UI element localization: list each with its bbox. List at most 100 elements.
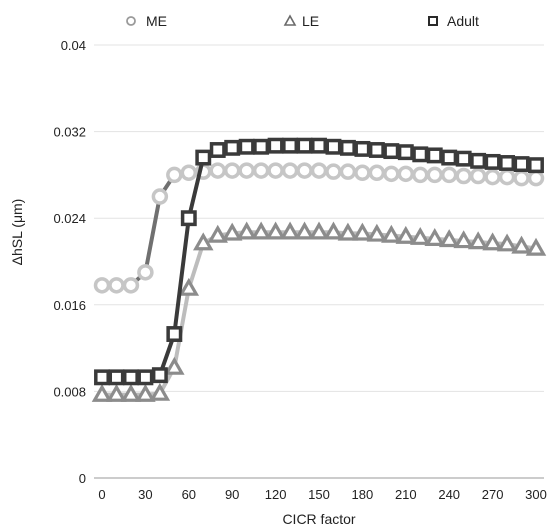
x-tick-label: 30 bbox=[138, 487, 152, 502]
data-point-le bbox=[366, 223, 388, 242]
data-point-me bbox=[426, 166, 443, 184]
legend-square-icon bbox=[428, 16, 438, 26]
data-point-me bbox=[484, 168, 501, 186]
data-point-adult bbox=[151, 367, 168, 384]
data-point-me bbox=[455, 167, 472, 185]
series-line-adult bbox=[102, 143, 537, 380]
data-point-le bbox=[91, 383, 113, 402]
data-point-le bbox=[308, 221, 330, 240]
x-tick-label: 90 bbox=[225, 487, 239, 502]
y-tick-label: 0.024 bbox=[53, 211, 86, 226]
data-point-le bbox=[482, 232, 503, 251]
data-point-le bbox=[511, 235, 532, 254]
x-tick-label: 180 bbox=[352, 487, 374, 502]
y-tick-label: 0 bbox=[79, 471, 86, 486]
data-point-le bbox=[438, 229, 460, 248]
data-point-me bbox=[209, 162, 226, 179]
data-point-adult bbox=[339, 139, 356, 156]
y-tick-label: 0.016 bbox=[53, 298, 86, 313]
data-point-me bbox=[93, 277, 111, 294]
data-point-me bbox=[137, 264, 154, 281]
x-tick-label: 210 bbox=[395, 487, 417, 502]
data-point-me bbox=[368, 164, 386, 181]
data-point-adult bbox=[296, 137, 313, 154]
data-point-me bbox=[122, 277, 140, 294]
data-point-le bbox=[381, 224, 402, 243]
data-point-le bbox=[424, 228, 445, 246]
legend-label-le: LE bbox=[302, 13, 319, 29]
data-point-me bbox=[166, 166, 183, 184]
legend: ME LE Adult bbox=[126, 13, 479, 29]
data-point-le bbox=[453, 230, 474, 249]
data-point-me bbox=[469, 167, 487, 185]
data-point-adult bbox=[412, 146, 429, 163]
data-point-le bbox=[250, 221, 272, 240]
x-axis-ticks: 0 30 60 90 120 150 180 210 240 270 300 bbox=[94, 477, 547, 502]
data-point-adult bbox=[325, 138, 342, 155]
data-point-le bbox=[467, 231, 489, 250]
data-point-me bbox=[223, 162, 241, 179]
data-point-me bbox=[108, 277, 125, 294]
x-tick-label: 0 bbox=[98, 487, 105, 502]
data-point-adult bbox=[311, 137, 327, 154]
data-point-le bbox=[149, 382, 171, 401]
series-me bbox=[93, 162, 545, 294]
data-point-me bbox=[383, 165, 400, 183]
data-point-me bbox=[325, 163, 342, 180]
data-point-me bbox=[180, 164, 198, 181]
data-point-me bbox=[296, 162, 313, 179]
data-point-le bbox=[164, 356, 185, 375]
data-point-adult bbox=[94, 369, 110, 386]
data-point-le bbox=[236, 221, 257, 240]
data-point-le bbox=[410, 226, 431, 245]
data-point-adult bbox=[368, 142, 385, 158]
data-point-le bbox=[178, 277, 200, 296]
data-point-le bbox=[352, 222, 373, 241]
data-point-me bbox=[267, 162, 284, 179]
data-point-me bbox=[397, 165, 415, 183]
data-point-adult bbox=[166, 326, 183, 342]
y-tick-label: 0.008 bbox=[53, 384, 86, 399]
data-point-adult bbox=[209, 142, 226, 158]
series-layer bbox=[91, 137, 547, 402]
data-point-le bbox=[265, 221, 286, 240]
data-point-le bbox=[323, 221, 344, 240]
data-point-le bbox=[120, 383, 142, 402]
data-point-adult bbox=[499, 155, 516, 171]
data-point-le bbox=[193, 232, 214, 251]
x-tick-label: 240 bbox=[438, 487, 460, 502]
data-point-adult bbox=[224, 139, 241, 156]
data-point-me bbox=[498, 168, 516, 186]
x-tick-label: 120 bbox=[265, 487, 287, 502]
legend-circle-icon bbox=[126, 16, 136, 26]
data-point-me bbox=[281, 162, 299, 179]
series-adult bbox=[94, 137, 544, 386]
x-tick-label: 300 bbox=[525, 487, 547, 502]
x-axis-label: CICR factor bbox=[282, 511, 355, 527]
data-point-adult bbox=[282, 137, 299, 154]
data-point-adult bbox=[108, 369, 125, 386]
data-point-adult bbox=[528, 157, 544, 174]
data-point-me bbox=[238, 162, 255, 179]
gridlines bbox=[94, 44, 544, 479]
y-tick-label: 0.032 bbox=[53, 125, 86, 140]
y-axis-ticks: 0 0.008 0.016 0.024 0.032 0.04 bbox=[53, 38, 86, 486]
data-point-le bbox=[496, 233, 518, 252]
data-point-le bbox=[294, 221, 315, 240]
data-point-me bbox=[513, 169, 530, 187]
data-point-adult bbox=[122, 369, 139, 386]
data-point-me bbox=[339, 163, 357, 180]
x-tick-label: 60 bbox=[182, 487, 196, 502]
y-tick-label: 0.04 bbox=[61, 38, 86, 53]
data-point-adult bbox=[180, 210, 197, 227]
data-point-adult bbox=[426, 147, 443, 164]
data-point-me bbox=[252, 162, 270, 179]
data-point-le bbox=[395, 225, 417, 244]
data-point-le bbox=[525, 237, 547, 256]
data-point-adult bbox=[455, 150, 472, 167]
data-point-adult bbox=[354, 140, 371, 157]
data-point-adult bbox=[397, 144, 414, 161]
data-point-me bbox=[527, 169, 545, 187]
data-point-le bbox=[337, 222, 359, 241]
